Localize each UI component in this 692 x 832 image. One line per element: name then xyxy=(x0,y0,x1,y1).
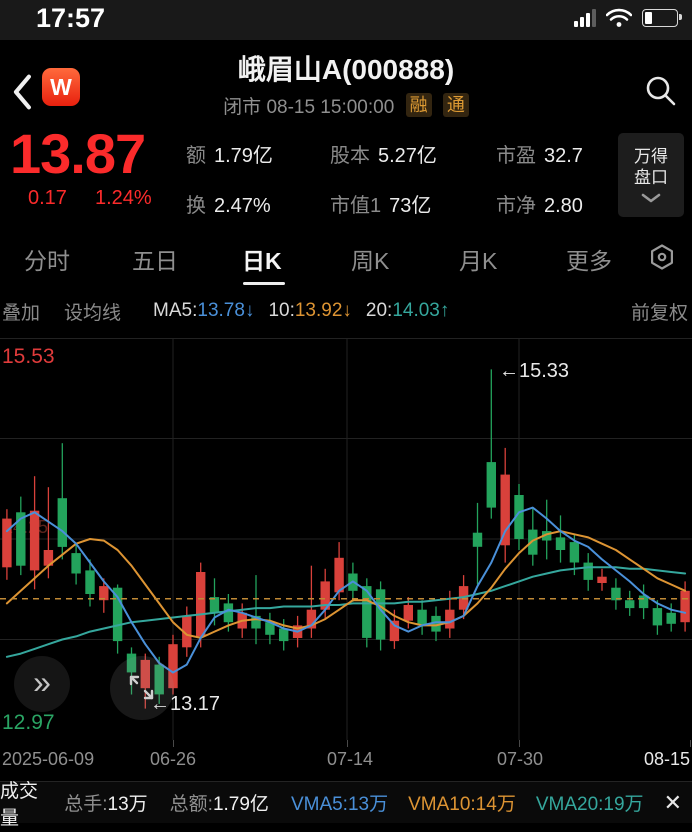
diagonal-resize-icon xyxy=(129,675,154,700)
tab-minute[interactable]: 分时 xyxy=(24,248,70,274)
x-label-1: 06-26 xyxy=(149,749,197,769)
total-amount: 总额:1.79亿 xyxy=(169,794,269,815)
ma-toolbar: 叠加 设均线 MA5:13.78↓ 10:13.92↓ 20:14.03↑ 前复… xyxy=(0,290,692,332)
turnover-field: 换 2.47% xyxy=(186,195,271,217)
svg-text:12.97: 12.97 xyxy=(2,711,55,734)
resize-handle[interactable] xyxy=(110,656,174,720)
shares-field: 股本 5.27亿 xyxy=(330,145,437,167)
pe-field: 市盈 32.7 xyxy=(496,145,583,167)
stock-title: 峨眉山A(000888) xyxy=(237,54,455,85)
tab-weekly-k[interactable]: 周K xyxy=(351,248,390,274)
quote-timestamp: 08-15 15:00:00 xyxy=(266,97,395,118)
ma10-readout: 10:13.92↓ xyxy=(268,300,352,321)
expand-more-button[interactable]: » xyxy=(14,656,70,712)
back-button[interactable] xyxy=(6,72,40,112)
adjust-mode-button[interactable]: 前复权 xyxy=(630,302,688,324)
x-label-2: 07-14 xyxy=(326,749,374,769)
amount-field: 额 1.79亿 xyxy=(186,145,273,167)
tab-fiveday[interactable]: 五日 xyxy=(132,248,178,274)
vma5-readout: VMA5:13万 xyxy=(290,794,389,815)
svg-text:←13.17: ←13.17 xyxy=(150,693,220,715)
price-change: 0.17 xyxy=(28,187,67,209)
x-axis: 2025-06-09 06-26 07-14 07-30 08-15 xyxy=(0,740,692,778)
close-volume-pane-button[interactable]: ✕ xyxy=(663,789,682,815)
signal-bars-icon xyxy=(574,9,596,27)
x-label-start: 2025-06-09 xyxy=(2,749,95,769)
chart-settings-icon[interactable] xyxy=(648,243,676,271)
period-tabs: 分时 五日 日K 周K 月K 更多 xyxy=(0,228,692,290)
x-label-3: 07-30 xyxy=(496,749,544,769)
clock: 17:57 xyxy=(36,3,106,33)
connect-badge: 通 xyxy=(442,93,469,117)
vma10-readout: VMA10:14万 xyxy=(408,794,516,815)
wind-logo: W xyxy=(42,68,80,106)
last-price: 13.87 xyxy=(10,122,146,185)
total-lots: 总手:13万 xyxy=(64,794,148,815)
tab-monthly-k[interactable]: 月K xyxy=(459,248,498,274)
status-bar: 17:57 xyxy=(0,0,692,40)
ma20-readout: 20:14.03↑ xyxy=(365,300,450,321)
chevron-down-icon xyxy=(641,193,661,203)
wind-logo-letter: W xyxy=(50,73,72,100)
vma20-readout: VMA20:19万 xyxy=(535,794,644,815)
quote-panel: 13.87 0.17 1.24% 额 1.79亿 换 2.47% 股本 5.27亿 市… xyxy=(0,122,692,228)
margin-badge: 融 xyxy=(405,93,432,117)
tab-more[interactable]: 更多 xyxy=(566,248,612,274)
price-change-pct: 1.24% xyxy=(95,187,152,209)
pb-field: 市净 2.80 xyxy=(496,195,583,217)
marketcap-field: 市值1 73亿 xyxy=(330,195,432,217)
candlestick-chart[interactable]: 14.25 15.53 12.97 ←15.33 ←13.17 » xyxy=(0,338,692,740)
double-chevron-icon: » xyxy=(33,664,51,700)
search-icon[interactable] xyxy=(642,72,678,108)
active-tab-underline xyxy=(243,282,285,285)
tab-daily-k[interactable]: 日K xyxy=(242,248,282,274)
svg-text:←15.33: ←15.33 xyxy=(499,360,569,382)
volume-info-bar: 成交量 总手:13万 总额:1.79亿 VMA5:13万 VMA10:14万 V… xyxy=(0,781,692,829)
header: W 峨眉山A(000888) 闭市 08-15 15:00:00 融 通 xyxy=(0,40,692,125)
set-ma-button[interactable]: 设均线 xyxy=(64,302,122,324)
volume-title: 成交量 xyxy=(0,780,39,829)
x-label-end: 08-15 xyxy=(643,749,690,769)
battery-icon xyxy=(642,9,682,27)
overlay-button[interactable]: 叠加 xyxy=(2,302,41,324)
wifi-icon xyxy=(606,8,632,27)
market-status: 闭市 xyxy=(223,97,262,118)
market-status-row: 闭市 08-15 15:00:00 融 通 xyxy=(0,92,692,119)
svg-text:15.53: 15.53 xyxy=(2,345,55,368)
ma5-readout: MA5:13.78↓ xyxy=(153,300,255,321)
wind-orderbook-button[interactable]: 万得 盘口 xyxy=(618,133,684,217)
